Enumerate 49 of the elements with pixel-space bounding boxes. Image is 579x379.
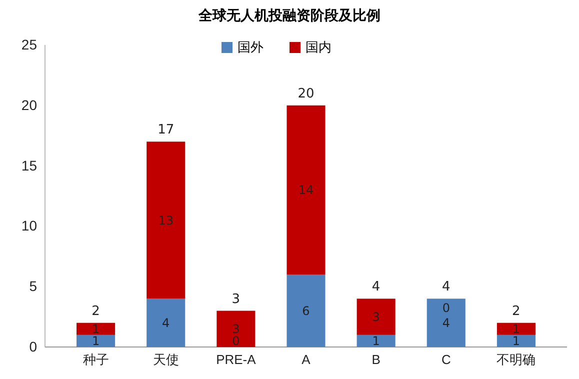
data-label: 0 [232,334,240,348]
y-tick-label: 0 [29,338,38,354]
data-label: 1 [92,322,100,336]
y-tick-label: 15 [21,157,38,174]
data-label: 13 [158,213,174,228]
y-tick-label: 20 [21,96,38,113]
total-label: 4 [372,280,380,295]
bar [76,322,116,335]
x-tick-label: 天使 [152,352,179,368]
x-tick-label: 不明确 [496,352,536,368]
total-label: 2 [512,304,520,319]
data-label: 4 [162,316,170,330]
x-tick-label: C [441,352,451,368]
bar [496,322,536,335]
total-label: 2 [92,304,100,319]
y-tick-label: 10 [21,218,38,234]
bar [356,298,396,335]
bar [356,334,396,347]
y-tick-label: 25 [21,36,38,52]
total-label: 20 [298,86,314,102]
data-label: 1 [92,334,100,348]
total-label: 4 [442,280,450,295]
data-label: 14 [298,183,314,198]
bar [146,298,186,347]
legend-label: 国内 [306,40,332,56]
y-tick-label: 5 [29,278,38,294]
total-label: 17 [158,122,174,138]
legend-label: 国外 [238,40,264,56]
bar [146,142,186,299]
data-label: 1 [512,322,520,336]
x-tick-label: 种子 [82,352,109,368]
bar [426,298,466,347]
bar [286,274,326,347]
bar [216,310,256,347]
data-label: 3 [372,310,380,324]
data-label: 3 [232,322,240,336]
data-label: 1 [372,334,380,348]
bar [496,334,536,347]
total-label: 3 [232,292,240,307]
x-tick-label: B [372,352,380,368]
x-tick-label: A [302,352,311,368]
data-label: 4 [442,316,450,330]
bar [76,334,116,347]
data-label: 1 [512,334,520,348]
bar [286,105,326,275]
x-tick-label: PRE-A [216,352,256,368]
data-label: 6 [302,304,310,318]
chart-title: 全球无人机投融资阶段及比例 [198,8,380,24]
data-label: 0 [442,300,450,315]
